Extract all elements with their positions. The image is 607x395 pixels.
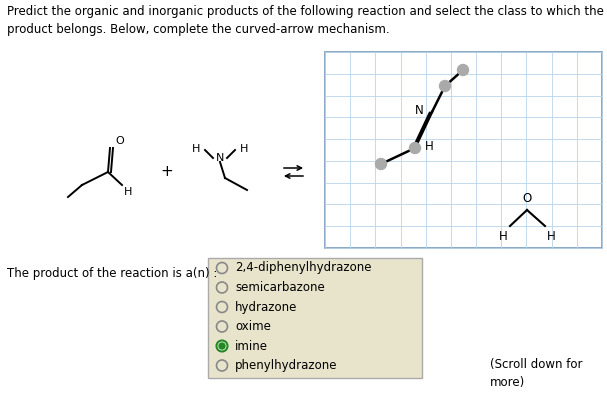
Text: H: H <box>547 230 556 243</box>
Text: H: H <box>192 144 200 154</box>
FancyBboxPatch shape <box>208 258 422 378</box>
Circle shape <box>217 340 228 352</box>
Text: semicarbazone: semicarbazone <box>235 281 325 294</box>
Text: +: + <box>161 164 174 179</box>
Text: H: H <box>499 230 508 243</box>
Text: H: H <box>425 139 434 152</box>
Circle shape <box>376 158 387 169</box>
Text: N: N <box>415 105 424 117</box>
Text: hydrazone: hydrazone <box>235 301 297 314</box>
Text: H: H <box>124 187 132 197</box>
Circle shape <box>410 143 421 154</box>
Text: phenylhydrazone: phenylhydrazone <box>235 359 337 372</box>
Text: O: O <box>523 192 532 205</box>
Text: The product of the reaction is a(n) :: The product of the reaction is a(n) : <box>7 267 217 280</box>
FancyBboxPatch shape <box>325 52 602 248</box>
Circle shape <box>219 343 225 349</box>
Circle shape <box>439 81 450 92</box>
Text: (Scroll down for
more): (Scroll down for more) <box>490 358 583 389</box>
Circle shape <box>458 64 469 75</box>
Text: O: O <box>115 136 124 146</box>
Text: 2,4-diphenylhydrazone: 2,4-diphenylhydrazone <box>235 261 371 275</box>
Text: oxime: oxime <box>235 320 271 333</box>
Text: Predict the organic and inorganic products of the following reaction and select : Predict the organic and inorganic produc… <box>7 5 604 36</box>
Text: N: N <box>216 153 224 163</box>
Text: H: H <box>240 144 248 154</box>
Text: imine: imine <box>235 339 268 352</box>
